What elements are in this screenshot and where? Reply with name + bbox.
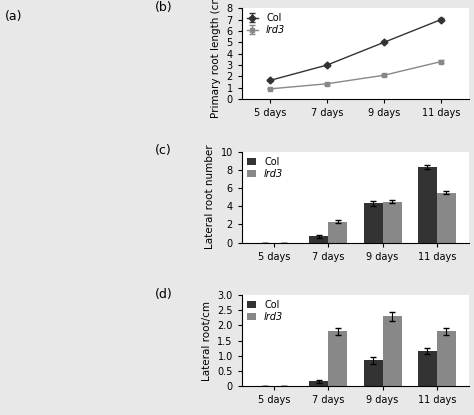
Text: (c): (c): [155, 144, 172, 157]
Bar: [328, 222, 347, 242]
Y-axis label: Lateral root number: Lateral root number: [205, 145, 215, 249]
Bar: [383, 316, 401, 386]
Bar: [437, 332, 456, 386]
Bar: [418, 351, 437, 386]
Bar: [418, 167, 437, 242]
Bar: [383, 202, 401, 242]
Legend: Col, lrd3: Col, lrd3: [246, 300, 283, 322]
Y-axis label: Lateral root/cm: Lateral root/cm: [201, 300, 212, 381]
Legend: Col, lrd3: Col, lrd3: [246, 13, 285, 35]
Bar: [364, 203, 383, 242]
Text: (a): (a): [5, 10, 22, 23]
Bar: [328, 332, 347, 386]
Legend: Col, lrd3: Col, lrd3: [246, 156, 283, 178]
Text: (b): (b): [155, 1, 173, 14]
Bar: [310, 381, 328, 386]
Bar: [310, 236, 328, 242]
Text: (d): (d): [155, 288, 173, 301]
Bar: [437, 193, 456, 242]
Bar: [364, 360, 383, 386]
Y-axis label: Primary root length (cm): Primary root length (cm): [211, 0, 221, 118]
